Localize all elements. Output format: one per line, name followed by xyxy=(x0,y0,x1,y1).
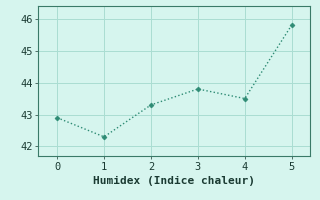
X-axis label: Humidex (Indice chaleur): Humidex (Indice chaleur) xyxy=(93,176,255,186)
